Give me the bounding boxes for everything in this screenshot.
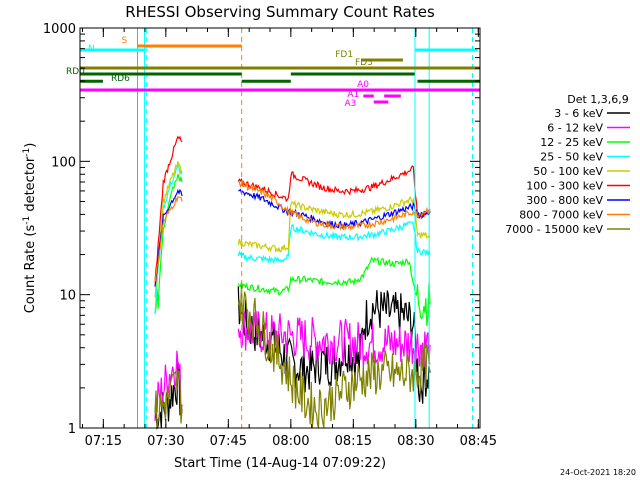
flag-a1: A1 xyxy=(347,90,401,100)
x-tick-label: 08:30 xyxy=(397,434,434,449)
legend-entry: 25 - 50 keV xyxy=(540,151,630,164)
legend-entry: 50 - 100 keV xyxy=(533,165,630,178)
x-tick-label: 08:15 xyxy=(335,434,372,449)
y-tick-label: 1 xyxy=(68,422,76,437)
flag-s: S xyxy=(122,36,242,48)
flag-a3: A3 xyxy=(345,99,389,109)
flag-n: N xyxy=(80,44,478,54)
flag-a0: A0 xyxy=(80,80,480,92)
y-axis-label-mid: detector xyxy=(23,156,38,216)
series-line xyxy=(154,196,183,282)
series-line xyxy=(237,195,431,254)
flag-label: RD6 xyxy=(111,74,130,84)
y-tick-label: 10 xyxy=(59,289,76,304)
flag-label: A0 xyxy=(357,80,369,90)
plot-frame xyxy=(79,27,481,429)
series-line xyxy=(237,256,431,327)
flag-label: A1 xyxy=(347,90,359,100)
legend-label: 3 - 6 keV xyxy=(554,107,603,120)
flag-fd1: FD1 xyxy=(335,50,403,62)
series-4 xyxy=(154,163,431,315)
series-line xyxy=(154,135,183,283)
y-axis-label-end: ) xyxy=(23,143,38,148)
y-tick-label: 100 xyxy=(51,155,76,170)
x-tick-label: 08:00 xyxy=(272,434,309,449)
legend-label: 12 - 25 keV xyxy=(540,136,603,149)
x-axis-label: Start Time (14-Aug-14 07:09:22) xyxy=(174,456,386,471)
series-7 xyxy=(154,188,431,287)
chart-title: RHESSI Observing Summary Count Rates xyxy=(125,3,435,21)
legend-label: 25 - 50 keV xyxy=(540,151,603,164)
legend-label: 300 - 800 keV xyxy=(526,194,603,207)
series-layer xyxy=(154,135,431,431)
flag-label: RD0 xyxy=(66,67,85,77)
flag-fd3: FD3 xyxy=(80,58,480,70)
x-tick-label: 07:30 xyxy=(147,434,184,449)
flag-rd6: RD6 xyxy=(80,74,480,84)
series-line xyxy=(154,188,183,287)
y-axis-label-sup1: -1 xyxy=(22,216,32,225)
y-axis-label-sup2: -1 xyxy=(22,148,32,157)
x-tick-label: 07:15 xyxy=(85,434,122,449)
y-axis-label: Count Rate (s-1 detector-1) xyxy=(22,143,38,314)
legend-entry: 6 - 12 keV xyxy=(547,122,630,135)
series-9 xyxy=(154,283,431,429)
series-line xyxy=(237,165,431,220)
series-6 xyxy=(154,135,431,283)
series-3 xyxy=(154,173,431,327)
timestamp: 24-Oct-2021 18:20 xyxy=(560,468,636,477)
legend-entry: 100 - 300 keV xyxy=(526,180,630,193)
flag-label: A3 xyxy=(345,99,357,109)
legend-label: 800 - 7000 keV xyxy=(519,209,603,222)
legend-label: 50 - 100 keV xyxy=(533,165,603,178)
legend-entry: 7000 - 15000 keV xyxy=(505,223,630,236)
series-line xyxy=(154,173,183,314)
legend-label: 7000 - 15000 keV xyxy=(505,223,603,236)
series-line xyxy=(154,368,183,428)
legend-entry: 800 - 7000 keV xyxy=(519,209,630,222)
legend-entry: 3 - 6 keV xyxy=(554,107,630,120)
series-8 xyxy=(154,180,431,282)
y-tick-label: 1000 xyxy=(43,22,76,37)
series-line xyxy=(238,188,431,229)
legend-title: Det 1,3,6,9 xyxy=(567,93,629,106)
series-line xyxy=(237,283,431,429)
flag-rd0: RD0 xyxy=(66,67,415,77)
series-line xyxy=(237,221,431,265)
flag-label: N xyxy=(88,44,95,54)
x-tick-label: 08:45 xyxy=(460,434,497,449)
series-line xyxy=(238,180,431,231)
legend-entry: 12 - 25 keV xyxy=(540,136,630,149)
flag-label: FD3 xyxy=(355,58,373,68)
legend-label: 100 - 300 keV xyxy=(526,180,603,193)
legend-label: 6 - 12 keV xyxy=(547,122,603,135)
y-axis-label-main: Count Rate (s xyxy=(23,225,38,314)
x-tick-layer: 07:15 07:30 07:45 08:00 08:15 08:30 08:45 xyxy=(82,28,497,449)
y-tick-layer: 1 10 100 1000 xyxy=(43,22,480,437)
x-tick-label: 07:45 xyxy=(210,434,247,449)
flag-label: S xyxy=(122,36,128,46)
series-1 xyxy=(154,286,431,431)
flag-label: FD1 xyxy=(335,50,353,60)
legend-entry: 300 - 800 keV xyxy=(526,194,630,207)
